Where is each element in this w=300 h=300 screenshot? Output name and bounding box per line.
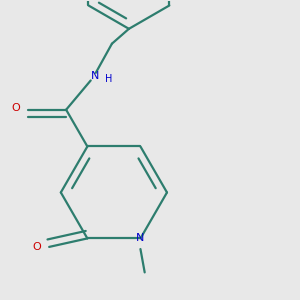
Text: O: O [32, 242, 41, 252]
Text: H: H [105, 74, 112, 84]
Text: N: N [136, 233, 145, 243]
Text: N: N [91, 71, 99, 81]
Text: O: O [12, 103, 20, 112]
